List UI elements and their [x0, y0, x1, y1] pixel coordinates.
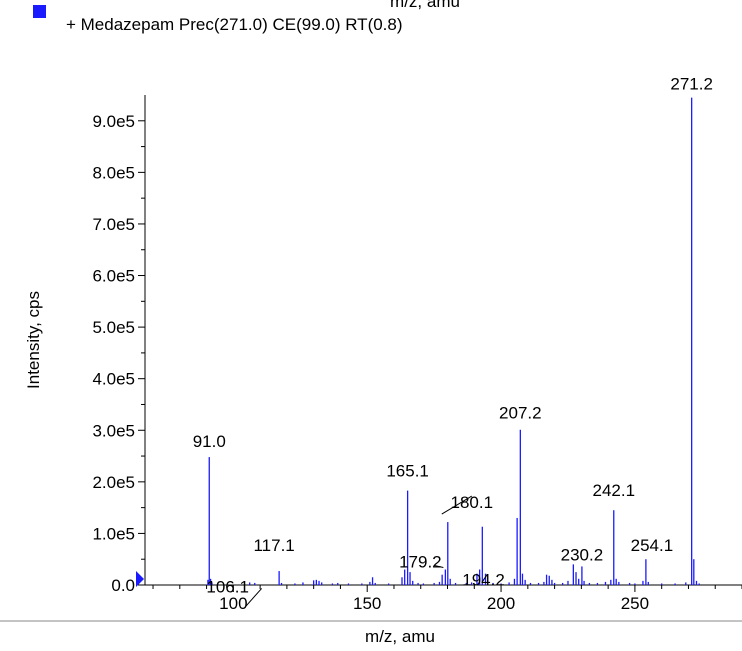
- peak-label: 194.2: [462, 571, 505, 590]
- legend-text: + Medazepam Prec(271.0) CE(99.0) RT(0.8): [66, 15, 403, 34]
- x-axis-ticks: 100 150 200 250: [152, 585, 742, 613]
- baseline-marker-icon: [136, 571, 144, 587]
- y-tick-label: 0.0: [111, 576, 135, 595]
- peak-label: 179.2: [399, 553, 442, 572]
- y-tick-label: 2.0e5: [92, 473, 135, 492]
- x-tick-label: 250: [621, 594, 649, 613]
- peak-label: 254.1: [631, 536, 674, 555]
- top-clipped-axis-label: m/z, amu: [390, 0, 460, 11]
- y-axis-ticks: 0.0 1.0e5 2.0e5 3.0e5 4.0e5 5.0e5 6.0e5 7.0e5 8.…: [92, 112, 145, 595]
- y-tick-label: 3.0e5: [92, 421, 135, 440]
- y-tick-label: 8.0e5: [92, 163, 135, 182]
- y-tick-label: 7.0e5: [92, 215, 135, 234]
- peak-label: 117.1: [253, 536, 294, 555]
- peak-label: 207.2: [499, 404, 542, 423]
- x-tick-label: 200: [487, 594, 515, 613]
- x-tick-label: 100: [219, 594, 247, 613]
- peak-label: 271.2: [670, 75, 713, 94]
- spectrum-peaks: [207, 97, 700, 585]
- peak-label: 230.2: [561, 545, 604, 564]
- y-tick-label: 9.0e5: [92, 112, 135, 131]
- legend-marker: [33, 5, 46, 18]
- y-tick-label: 6.0e5: [92, 267, 135, 286]
- peak-label: 180.1: [451, 493, 494, 512]
- peak-label-leader: [441, 495, 473, 515]
- peak-label: 106.1: [206, 577, 249, 596]
- peak-label: 91.0: [193, 432, 226, 451]
- y-tick-label: 4.0e5: [92, 370, 135, 389]
- peak-labels: 91.0 106.1 117.1 165.1 179.2 180.1 194.2 207.2 2…: [193, 75, 713, 607]
- x-tick-label: 150: [353, 594, 381, 613]
- y-tick-label: 5.0e5: [92, 318, 135, 337]
- peak-label: 242.1: [592, 481, 635, 500]
- peak-label-leader: [434, 565, 444, 569]
- peak-label: 165.1: [386, 462, 429, 481]
- x-axis-title: m/z, amu: [365, 627, 435, 646]
- y-tick-label: 1.0e5: [92, 524, 135, 543]
- peak-label-leader: [245, 588, 263, 607]
- y-axis-title: Intensity, cps: [24, 291, 43, 389]
